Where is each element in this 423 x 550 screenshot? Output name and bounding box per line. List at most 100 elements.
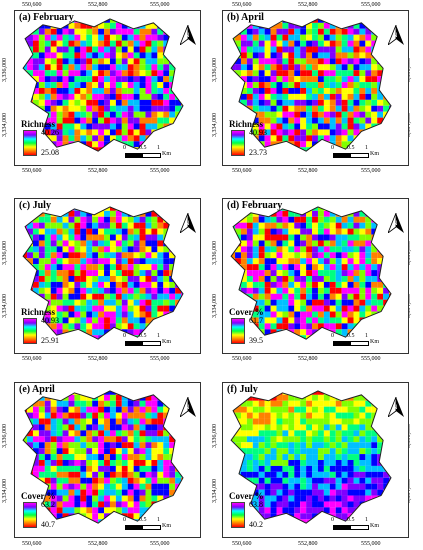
raster-cell [109, 270, 116, 276]
raster-cell [139, 52, 146, 59]
y-coord-label: 3,336,000 [212, 424, 218, 448]
raster-cell [80, 418, 87, 425]
raster-cell [306, 216, 313, 223]
raster-cell [336, 383, 342, 389]
raster-cell [133, 135, 140, 142]
raster-cell [223, 413, 229, 419]
raster-cell [282, 406, 289, 413]
raster-cell [187, 490, 193, 496]
raster-cell [68, 501, 75, 508]
raster-cell [300, 64, 307, 71]
raster-cell [98, 406, 105, 413]
raster-cell [39, 347, 45, 353]
raster-cell [163, 206, 170, 211]
raster-cell [341, 222, 348, 229]
raster-cell [121, 252, 128, 259]
raster-cell [231, 471, 236, 478]
raster-cell [395, 389, 401, 395]
raster-cell [15, 217, 21, 223]
raster-cell [133, 442, 140, 449]
raster-cell [259, 159, 265, 165]
raster-cell [62, 406, 69, 413]
raster-cell [80, 299, 87, 306]
raster-cell [56, 418, 63, 425]
raster-cell [329, 52, 336, 59]
raster-cell [133, 454, 140, 460]
raster-cell [246, 58, 253, 65]
raster-cell [252, 52, 259, 59]
raster-cell [270, 129, 277, 136]
raster-cell [288, 394, 295, 401]
raster-cell [151, 471, 158, 478]
raster-cell [312, 460, 318, 466]
raster-cell [163, 222, 170, 229]
raster-cell [323, 228, 330, 235]
raster-cell [92, 418, 99, 425]
raster-cell [258, 234, 265, 241]
raster-cell [50, 105, 57, 112]
raster-cell [353, 123, 360, 130]
raster-cell [74, 394, 81, 401]
raster-cell [86, 258, 93, 265]
raster-cell [306, 448, 313, 455]
scale-bar-graphic [125, 525, 161, 530]
raster-cell [187, 240, 193, 246]
raster-cell [139, 76, 146, 83]
raster-cell [104, 406, 110, 413]
raster-cell [133, 483, 140, 490]
raster-cell [294, 123, 301, 130]
raster-cell [157, 454, 164, 460]
raster-cell [145, 264, 152, 271]
raster-cell [92, 442, 99, 449]
raster-cell [246, 430, 253, 437]
raster-cell [134, 199, 140, 205]
raster-cell [341, 471, 348, 478]
raster-cell [50, 465, 57, 472]
raster-cell [80, 11, 86, 17]
raster-cell [317, 40, 324, 47]
raster-cell [252, 305, 259, 312]
raster-cell [92, 507, 99, 514]
raster-cell [92, 501, 99, 508]
raster-cell [252, 264, 259, 271]
raster-cell [377, 64, 384, 71]
y-coord-label: 3,336,000 [2, 58, 8, 82]
raster-cell [329, 135, 336, 142]
raster-cell [169, 305, 176, 312]
raster-cell [56, 276, 63, 282]
raster-cell [246, 287, 253, 294]
raster-cell [92, 58, 99, 65]
raster-cell [253, 159, 259, 165]
raster-cell [354, 11, 360, 17]
raster-cell [359, 477, 366, 484]
raster-cell [104, 240, 110, 247]
raster-cell [365, 240, 372, 247]
raster-cell [62, 311, 69, 318]
raster-cell [187, 282, 193, 288]
raster-cell [353, 216, 360, 223]
raster-cell [312, 323, 318, 330]
raster-cell [127, 311, 134, 318]
raster-cell [389, 11, 395, 17]
raster-cell [270, 123, 277, 130]
raster-cell [276, 454, 283, 460]
raster-cell [240, 111, 247, 118]
raster-cell [104, 424, 110, 431]
raster-cell [401, 323, 407, 329]
raster-cell [246, 418, 253, 425]
raster-cell [15, 472, 21, 478]
raster-cell [282, 99, 289, 106]
raster-cell [353, 234, 360, 241]
raster-cell [407, 395, 408, 401]
raster-cell [288, 448, 295, 455]
raster-cell [288, 495, 295, 502]
raster-cell [317, 82, 324, 88]
raster-cell [121, 111, 128, 118]
raster-cell [157, 448, 164, 455]
raster-cell [407, 501, 408, 507]
raster-cell [163, 11, 169, 17]
raster-cell [259, 383, 265, 389]
raster-cell [300, 299, 307, 306]
raster-cell [300, 489, 307, 496]
raster-cell [151, 135, 158, 142]
